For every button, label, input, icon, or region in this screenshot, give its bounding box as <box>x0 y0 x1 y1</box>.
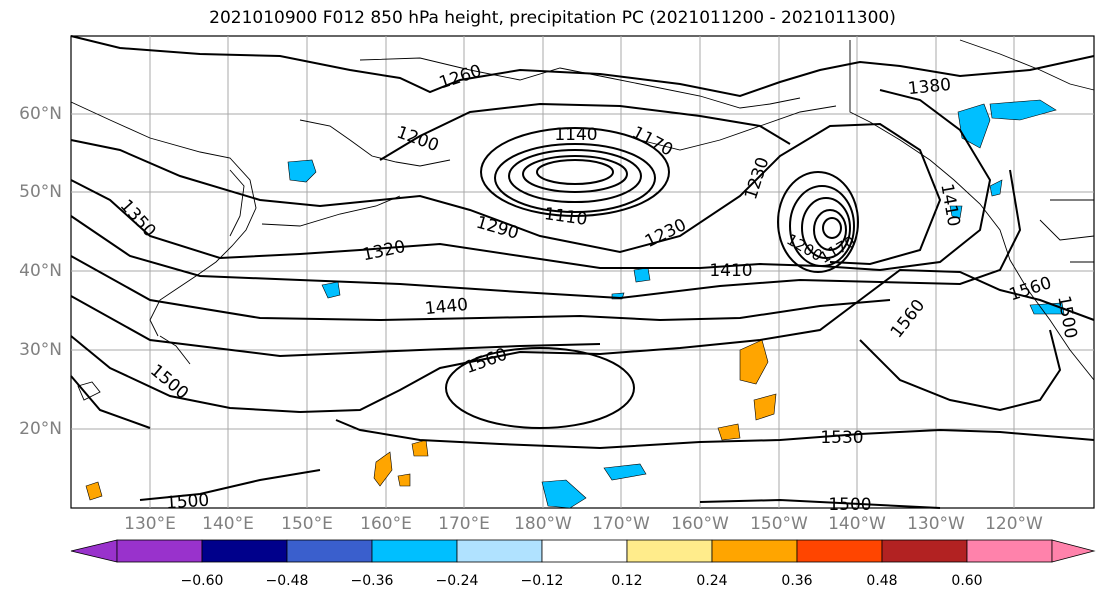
colorbar-segment <box>796 539 883 563</box>
colorbar-segment <box>541 539 628 563</box>
contour-label: 1500 <box>828 495 871 515</box>
colorbar-segment <box>456 539 543 563</box>
contour-label: 1380 <box>907 75 952 99</box>
lat-label: 30°N <box>19 340 62 360</box>
colorbar-segment <box>371 539 458 563</box>
lon-label: 170°W <box>592 514 650 534</box>
coastlines <box>70 39 1095 401</box>
contour-label: 1500 <box>165 491 210 514</box>
lon-label: 140°W <box>828 514 886 534</box>
lat-label: 20°N <box>19 419 62 439</box>
lon-label: 180°W <box>514 514 572 534</box>
positive-precip-area <box>753 393 777 421</box>
lon-label: 140°E <box>202 514 254 534</box>
contour-label: 1410 <box>709 261 752 281</box>
negative-precip-area <box>949 205 963 219</box>
colorbar-tick-label: 0.24 <box>696 573 728 589</box>
map-title: 2021010900 F012 850 hPa height, precipit… <box>209 8 896 28</box>
contour-label: 1530 <box>820 428 863 448</box>
negative-precip-area <box>989 179 1003 197</box>
lat-label: 50°N <box>19 182 62 202</box>
negative-precip-area <box>633 267 651 283</box>
colorbar-tick-label: −0.48 <box>265 573 309 589</box>
lon-label: 150°W <box>750 514 808 534</box>
colorbar <box>70 539 1096 563</box>
height-contours <box>70 35 1095 509</box>
positive-precip-area <box>373 451 393 487</box>
colorbar-extend-high <box>1051 539 1096 563</box>
positive-precip-area <box>85 481 103 501</box>
precip-shading <box>85 99 1065 509</box>
colorbar-segment <box>881 539 968 563</box>
colorbar-segment <box>286 539 373 563</box>
lon-label: 170°E <box>438 514 490 534</box>
positive-precip-area <box>739 339 769 385</box>
colorbar-tick-label: −0.60 <box>180 573 224 589</box>
colorbar-tick-label: 0.12 <box>611 573 643 589</box>
colorbar-tick-label: −0.12 <box>520 573 564 589</box>
colorbar-segment <box>626 539 713 563</box>
lon-label: 150°E <box>281 514 333 534</box>
negative-precip-area <box>541 479 587 509</box>
lat-label: 60°N <box>19 104 62 124</box>
colorbar-segment <box>966 539 1053 563</box>
contour-label: 1440 <box>424 295 469 319</box>
negative-precip-area <box>321 281 341 299</box>
contour-label: 1140 <box>554 125 597 145</box>
positive-precip-area <box>397 473 411 487</box>
colorbar-segment <box>711 539 798 563</box>
colorbar-tick-label: 0.60 <box>951 573 983 589</box>
colorbar-tick-label: 0.36 <box>781 573 813 589</box>
positive-precip-area <box>411 439 429 457</box>
negative-precip-area <box>603 463 647 481</box>
colorbar-tick-label: 0.48 <box>866 573 898 589</box>
lon-label: 160°W <box>671 514 729 534</box>
lon-label: 130°E <box>124 514 176 534</box>
lon-label: 160°E <box>360 514 412 534</box>
colorbar-tick-label: −0.24 <box>435 573 479 589</box>
lon-label: 120°W <box>985 514 1043 534</box>
lat-label: 40°N <box>19 261 62 281</box>
negative-precip-area <box>287 159 317 183</box>
colorbar-segment <box>201 539 288 563</box>
colorbar-segment <box>116 539 203 563</box>
colorbar-extend-low <box>70 539 118 563</box>
lon-label: 130°W <box>907 514 965 534</box>
negative-precip-area <box>989 99 1057 121</box>
positive-precip-area <box>717 423 741 441</box>
colorbar-tick-label: −0.36 <box>350 573 394 589</box>
